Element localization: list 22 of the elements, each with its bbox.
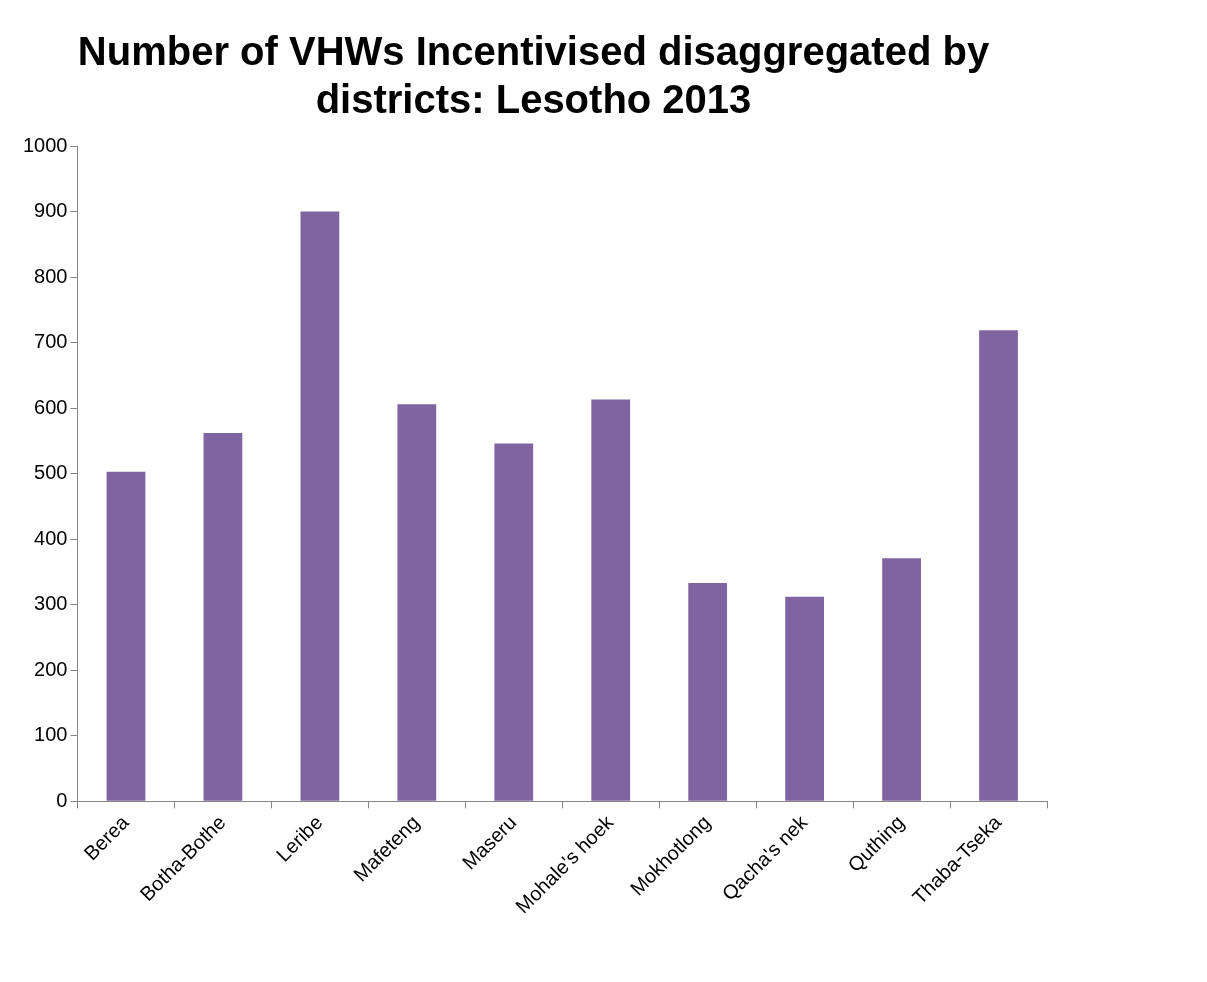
bar: [979, 330, 1018, 801]
bar: [203, 433, 243, 801]
y-tick-label: 200: [34, 657, 68, 680]
bar: [688, 583, 728, 801]
bar: [785, 596, 825, 801]
bar: [106, 471, 146, 801]
y-tick-label: 100: [34, 723, 68, 746]
y-tick-label: 700: [34, 330, 68, 353]
y-tick-label: 800: [34, 264, 68, 287]
bar: [494, 443, 534, 801]
chart-title: Number of VHWs Incentivised disaggregated by districts: Lesotho 2013: [77, 29, 990, 122]
y-tick-label: 900: [34, 199, 68, 222]
y-tick-label: 600: [34, 395, 68, 418]
y-tick-label: 400: [34, 526, 68, 549]
bar: [591, 399, 631, 801]
y-tick-label: 500: [34, 461, 68, 484]
bar: [397, 404, 437, 801]
y-tick-label: 0: [56, 788, 68, 811]
y-tick-label: 1000: [22, 133, 68, 156]
bar: [300, 211, 340, 801]
bar: [882, 558, 921, 801]
y-tick-label: 300: [34, 592, 68, 615]
